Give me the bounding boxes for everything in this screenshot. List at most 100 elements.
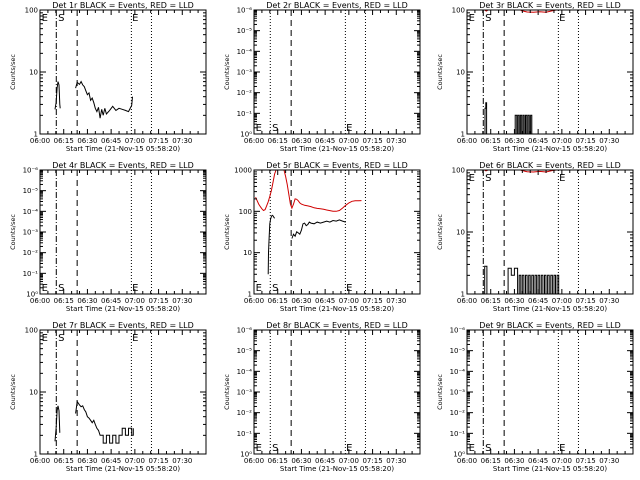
plot-frame bbox=[253, 9, 421, 135]
x-tick-label: 06:30 bbox=[77, 457, 97, 465]
x-tick-label: 06:15 bbox=[54, 297, 74, 305]
y-axis-label: Counts/sec bbox=[223, 54, 231, 90]
x-tick-label: 07:15 bbox=[575, 297, 595, 305]
marker-E: E bbox=[469, 173, 475, 184]
x-tick-label: 06:45 bbox=[528, 137, 548, 145]
y-tick-label: 10 bbox=[29, 69, 38, 77]
marker-S: S bbox=[485, 443, 491, 454]
x-tick-label: 06:45 bbox=[315, 137, 335, 145]
marker-S: S bbox=[485, 173, 491, 184]
y-tick-label: 10⁻⁴ bbox=[237, 48, 253, 56]
x-tick-label: 06:00 bbox=[244, 457, 264, 465]
events-series bbox=[514, 114, 533, 134]
y-tick-label: 10⁻⁶ bbox=[450, 327, 466, 335]
y-tick-label: 1 bbox=[248, 291, 252, 299]
series-group bbox=[54, 400, 134, 444]
y-tick-label: 100 bbox=[452, 7, 465, 15]
y-tick-label: 10 bbox=[29, 389, 38, 397]
x-tick-label: 06:30 bbox=[291, 137, 311, 145]
y-axis-label: Counts/sec bbox=[436, 54, 444, 90]
marker-E: E bbox=[559, 13, 565, 24]
x-tick-label: 07:00 bbox=[552, 297, 572, 305]
x-tick-label: 06:45 bbox=[315, 297, 335, 305]
y-tick-label: 10⁰ bbox=[240, 451, 252, 459]
y-tick-label: 10⁻¹ bbox=[450, 430, 466, 438]
x-tick-label: 06:15 bbox=[268, 457, 288, 465]
x-tick-label: 07:00 bbox=[125, 137, 145, 145]
y-tick-label: 1 bbox=[34, 131, 38, 139]
marker-S: S bbox=[58, 283, 64, 294]
y-tick-label: 10⁰ bbox=[26, 291, 38, 299]
plot-frame bbox=[39, 9, 207, 135]
marker-E: E bbox=[256, 123, 262, 134]
y-tick-label: 1 bbox=[461, 131, 465, 139]
marker-E: E bbox=[132, 333, 138, 344]
y-tick-label: 10⁻⁵ bbox=[237, 27, 253, 35]
x-tick-label: 06:45 bbox=[101, 297, 121, 305]
y-tick-label: 1000 bbox=[234, 167, 252, 175]
x-tick-label: 06:15 bbox=[481, 297, 501, 305]
x-tick-label: 06:15 bbox=[54, 137, 74, 145]
plot-frame bbox=[466, 9, 634, 135]
lld-series bbox=[255, 170, 277, 212]
x-tick-label: 07:30 bbox=[172, 137, 192, 145]
panel-title: Det 7r BLACK = Events, RED = LLD bbox=[52, 321, 194, 330]
y-tick-label: 10⁻⁵ bbox=[450, 347, 466, 355]
x-tick-label: 06:45 bbox=[315, 457, 335, 465]
x-tick-label: 06:30 bbox=[504, 457, 524, 465]
y-axis-label: Counts/sec bbox=[436, 374, 444, 410]
y-tick-label: 10⁻³ bbox=[237, 69, 253, 77]
x-tick-label: 07:30 bbox=[386, 137, 406, 145]
y-axis-label: Counts/sec bbox=[223, 374, 231, 410]
x-tick-label: 06:00 bbox=[457, 457, 477, 465]
panel-title: Det 6r BLACK = Events, RED = LLD bbox=[479, 161, 621, 170]
x-tick-label: 06:30 bbox=[504, 297, 524, 305]
y-tick-label: 1 bbox=[34, 451, 38, 459]
y-tick-label: 10⁻⁴ bbox=[237, 368, 253, 376]
events-series bbox=[507, 267, 560, 294]
x-axis-label: Start Time (21-Nov-15 05:58:20) bbox=[66, 465, 180, 473]
x-tick-label: 07:00 bbox=[552, 457, 572, 465]
y-tick-label: 10 bbox=[456, 229, 465, 237]
x-tick-label: 06:15 bbox=[268, 297, 288, 305]
x-tick-label: 07:00 bbox=[339, 297, 359, 305]
x-tick-label: 06:30 bbox=[291, 297, 311, 305]
x-tick-label: 06:30 bbox=[504, 137, 524, 145]
x-tick-label: 06:30 bbox=[291, 457, 311, 465]
marker-S: S bbox=[485, 13, 491, 24]
marker-S: S bbox=[272, 443, 278, 454]
x-axis-label: Start Time (21-Nov-15 05:58:20) bbox=[493, 465, 607, 473]
x-tick-label: 06:30 bbox=[77, 137, 97, 145]
y-tick-label: 10⁻² bbox=[237, 409, 253, 417]
series-group bbox=[484, 10, 556, 134]
plot-frame bbox=[253, 169, 421, 295]
lld-series bbox=[484, 10, 488, 12]
y-tick-label: 10⁻⁶ bbox=[23, 167, 39, 175]
y-tick-label: 10⁻³ bbox=[450, 389, 466, 397]
x-tick-label: 07:00 bbox=[339, 457, 359, 465]
marker-E: E bbox=[469, 443, 475, 454]
panel-title: Det 3r BLACK = Events, RED = LLD bbox=[479, 1, 621, 10]
y-tick-label: 10 bbox=[456, 69, 465, 77]
y-axis-label: Counts/sec bbox=[223, 214, 231, 250]
events-series bbox=[484, 102, 488, 134]
x-tick-label: 07:00 bbox=[125, 297, 145, 305]
x-tick-label: 06:00 bbox=[30, 297, 50, 305]
x-tick-label: 07:30 bbox=[172, 297, 192, 305]
series-group bbox=[484, 170, 560, 294]
x-tick-label: 07:15 bbox=[148, 457, 168, 465]
y-tick-label: 100 bbox=[239, 208, 252, 216]
x-tick-label: 06:15 bbox=[268, 137, 288, 145]
x-tick-label: 06:45 bbox=[101, 137, 121, 145]
y-tick-label: 10⁻¹ bbox=[23, 270, 39, 278]
x-tick-label: 06:00 bbox=[457, 137, 477, 145]
panel-title: Det 2r BLACK = Events, RED = LLD bbox=[266, 1, 408, 10]
x-axis-label: Start Time (21-Nov-15 05:58:20) bbox=[66, 305, 180, 313]
x-axis-label: Start Time (21-Nov-15 05:58:20) bbox=[66, 145, 180, 153]
plot-frame bbox=[39, 329, 207, 455]
y-tick-label: 10⁻⁵ bbox=[23, 187, 39, 195]
